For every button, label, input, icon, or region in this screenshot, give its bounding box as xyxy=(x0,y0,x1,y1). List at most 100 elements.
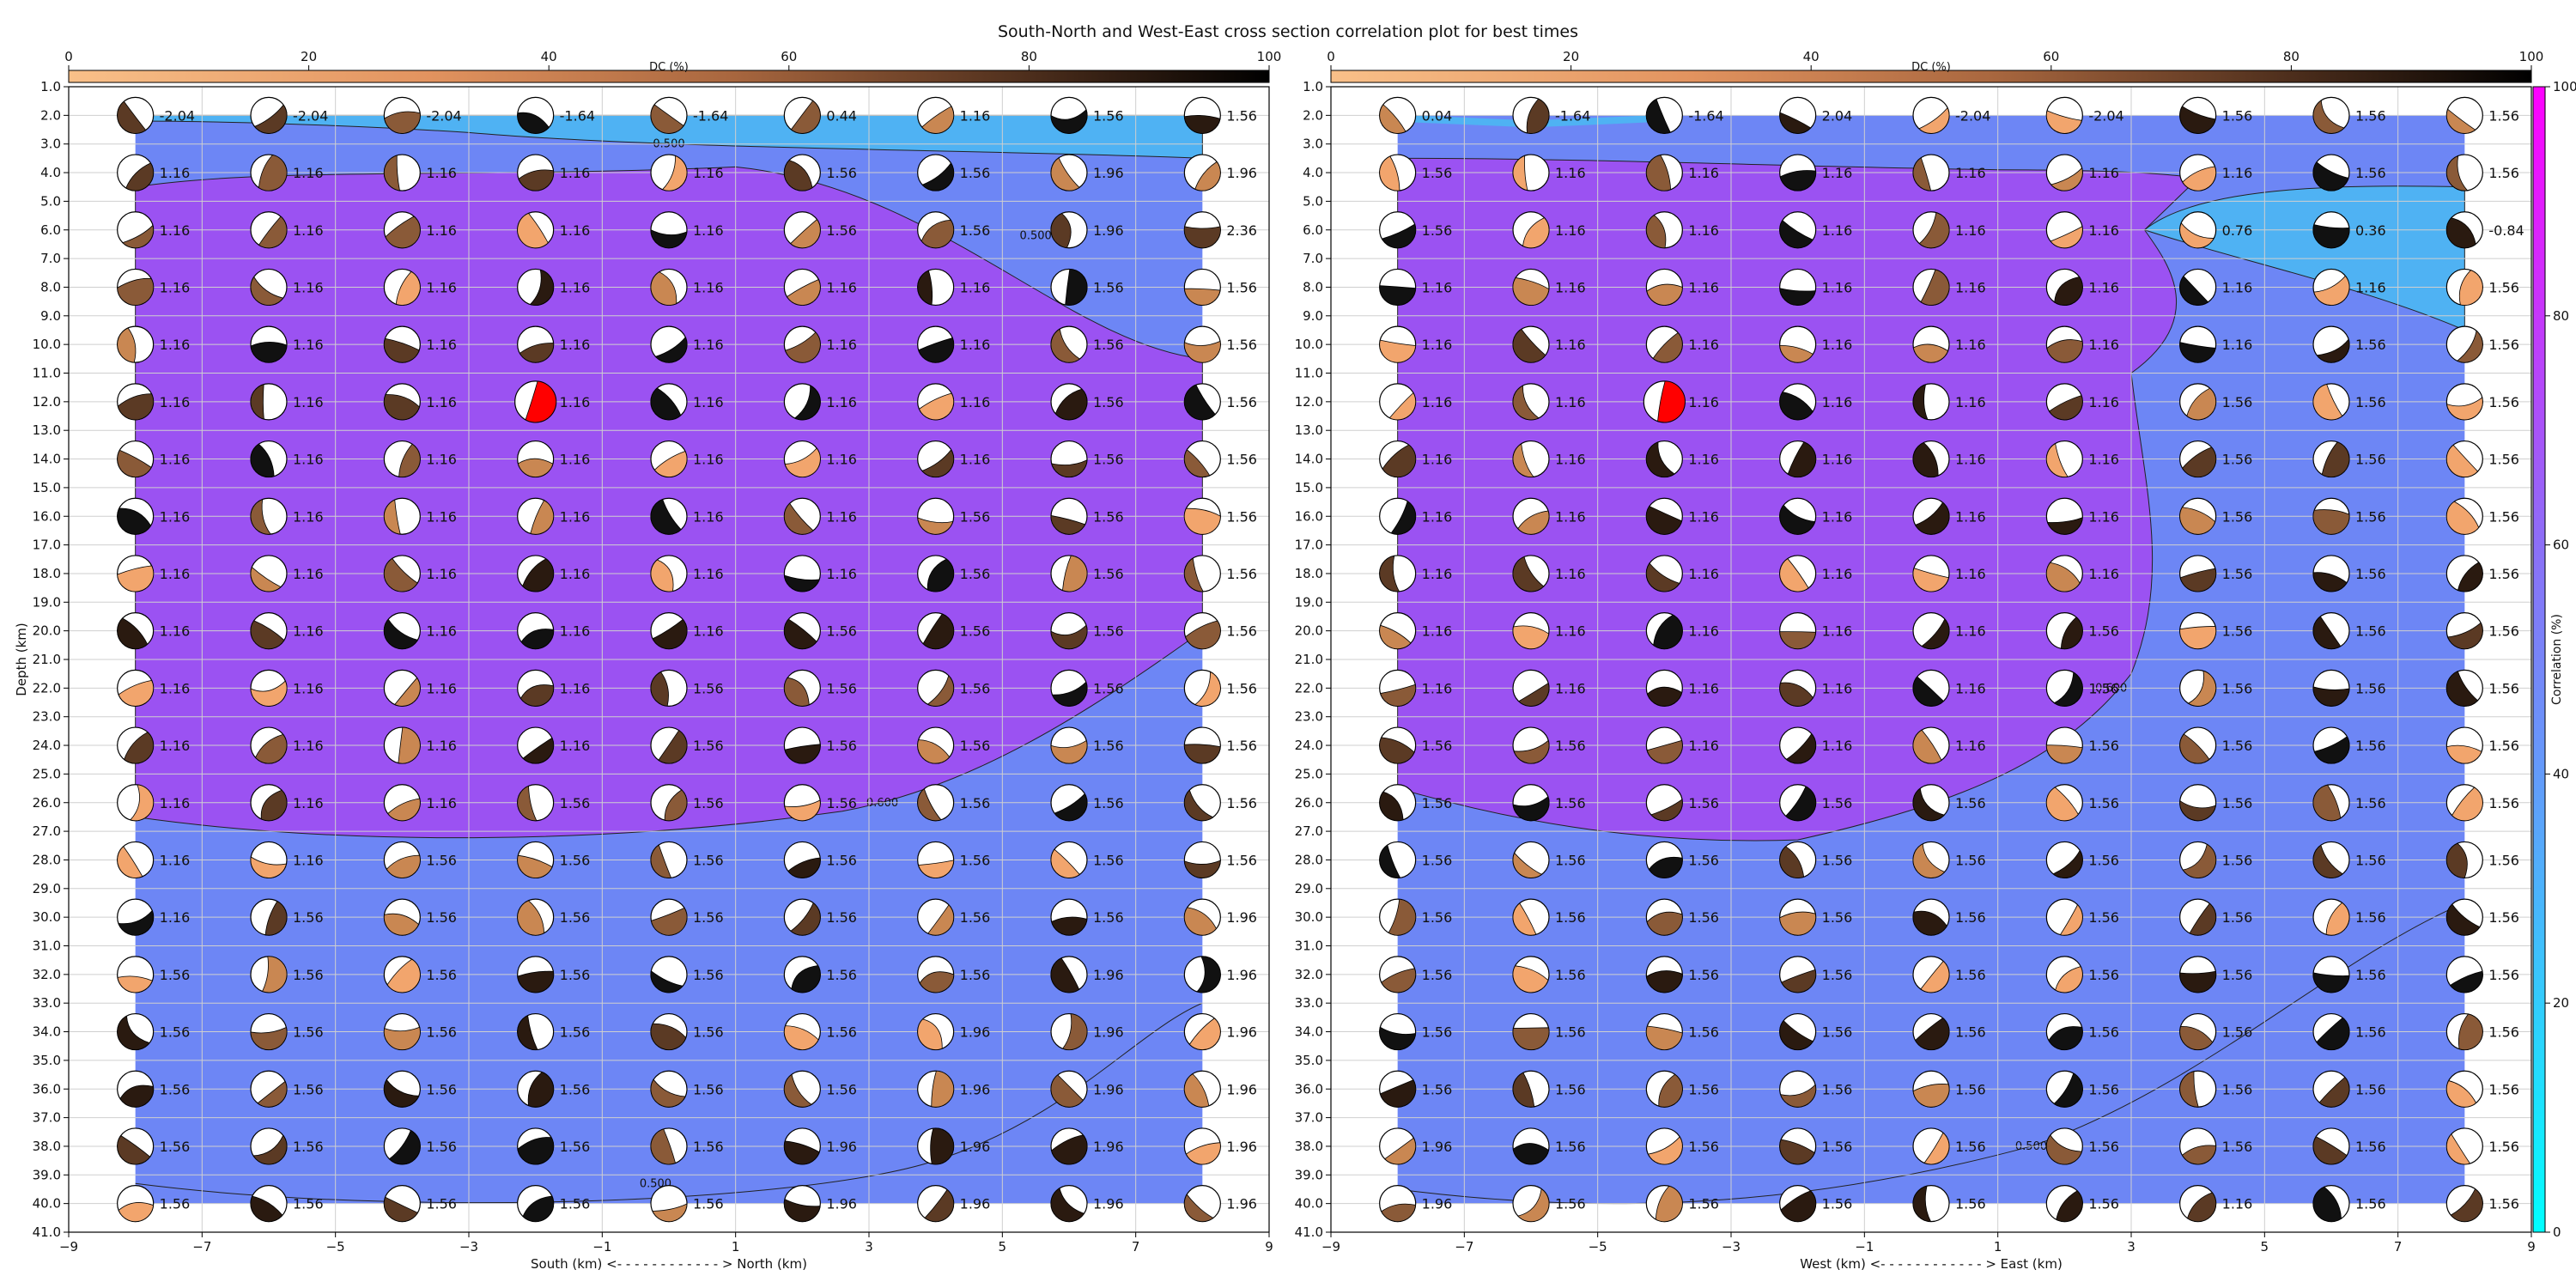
beachball: 1.56 xyxy=(2445,1127,2519,1165)
y-tick-label: 21.0 xyxy=(1295,652,1323,667)
beachball-compression-quadrant xyxy=(2179,222,2215,249)
time-label: -2.04 xyxy=(160,107,195,124)
beachball: -2.04 xyxy=(383,96,462,134)
beachball: 1.16 xyxy=(383,669,457,707)
beachball-compression-quadrant xyxy=(260,789,288,822)
time-label: 1.56 xyxy=(1226,107,1257,124)
time-label: 1.56 xyxy=(1422,738,1453,754)
time-label: 1.56 xyxy=(2488,1196,2519,1212)
time-label: 1.56 xyxy=(160,1081,191,1097)
beachball-compression-quadrant xyxy=(1779,170,1816,191)
beachball-compression-quadrant xyxy=(2181,1145,2217,1165)
beachball-compression-quadrant xyxy=(1185,620,1221,650)
beachball: 1.56 xyxy=(1183,841,1257,879)
beachball-compression-quadrant xyxy=(1054,388,1088,421)
time-label: 1.16 xyxy=(1688,394,1719,410)
time-label: 1.56 xyxy=(1093,909,1124,926)
time-label: 1.16 xyxy=(1688,508,1719,525)
time-label: 1.56 xyxy=(2355,909,2386,926)
y-tick-label: 8.0 xyxy=(40,279,61,295)
beachball-compression-quadrant xyxy=(1379,737,1415,764)
beachball-compression-quadrant xyxy=(1379,1079,1417,1108)
beachball: 1.16 xyxy=(1912,726,1986,764)
beachball: 1.16 xyxy=(1779,726,1853,764)
beachball: 1.56 xyxy=(2045,1185,2119,1223)
beachball-compression-quadrant xyxy=(117,1015,150,1050)
beachball: 1.16 xyxy=(1512,383,1586,421)
beachball-compression-quadrant xyxy=(1912,910,1947,936)
time-label: 1.56 xyxy=(2222,795,2253,811)
beachball-compression-quadrant xyxy=(790,218,821,249)
beachball: 1.16 xyxy=(1645,669,1719,707)
time-label: 1.96 xyxy=(960,1139,991,1155)
beachball: 1.16 xyxy=(1912,497,1986,535)
time-label: 1.16 xyxy=(1822,738,1853,754)
time-label: 1.56 xyxy=(2222,738,2253,754)
time-label: 1.56 xyxy=(2088,1139,2119,1155)
beachball: 1.56 xyxy=(1779,1070,1852,1108)
time-label: 1.96 xyxy=(1093,165,1124,181)
y-tick-label: 34.0 xyxy=(33,1024,61,1040)
y-ticks: 1.0 2.0 3.0 4.0 5.0 6.0 7.0 8.0 9.0 10.0 11.0 12.0 1… xyxy=(1295,79,1331,1240)
time-label: 1.16 xyxy=(2088,566,2119,582)
y-tick-label: 30.0 xyxy=(1295,909,1323,925)
beachball-compression-quadrant xyxy=(1658,1073,1683,1108)
beachball: 1.56 xyxy=(517,1070,590,1108)
dc-colorbar: 0 20 40 60 80 100 DC (%) xyxy=(1327,49,2543,83)
beachball-compression-quadrant xyxy=(1780,1084,1817,1108)
time-label: 1.56 xyxy=(2488,394,2519,410)
beachball: 1.96 xyxy=(917,1070,990,1108)
beachball: 1.56 xyxy=(117,1012,190,1051)
beachball-compression-quadrant xyxy=(2458,270,2483,306)
beachball-compression-quadrant xyxy=(117,449,152,477)
y-tick-label: 23.0 xyxy=(1295,709,1323,725)
beachball: 1.56 xyxy=(1183,325,1257,363)
beachball: 1.16 xyxy=(1379,669,1452,707)
beachball: 1.56 xyxy=(2312,325,2386,363)
beachball-compression-quadrant xyxy=(2445,217,2476,249)
beachball: 1.56 xyxy=(1512,726,1586,764)
time-label: 1.16 xyxy=(560,165,591,181)
time-label: 1.56 xyxy=(1955,1196,1986,1212)
beachball: 1.56 xyxy=(383,1185,457,1223)
beachball-compression-quadrant xyxy=(255,733,288,764)
beachball-compression-quadrant xyxy=(2312,686,2350,707)
x-tick-label: 5 xyxy=(2261,1239,2269,1255)
x-tick-label: 7 xyxy=(1132,1239,1140,1255)
beachball: 1.56 xyxy=(1912,1012,1986,1051)
beachball-compression-quadrant xyxy=(262,956,288,993)
beachball-compression-quadrant xyxy=(2179,342,2216,363)
time-label: 1.16 xyxy=(693,279,724,295)
beachball-compression-quadrant xyxy=(783,1025,819,1050)
time-label: 1.56 xyxy=(1688,1196,1719,1212)
beachball-compression-quadrant xyxy=(2179,507,2216,535)
beachball-compression-quadrant xyxy=(1912,676,1945,707)
beachball: -2.04 xyxy=(117,96,195,134)
beachball-compression-quadrant xyxy=(1380,683,1417,707)
beachball: 1.16 xyxy=(517,440,590,478)
beachball-compression-quadrant xyxy=(927,675,955,707)
time-label: 1.16 xyxy=(426,279,457,295)
beachball-compression-quadrant xyxy=(383,1026,421,1050)
beachball-compression-quadrant xyxy=(250,566,282,592)
y-tick-label: 1.0 xyxy=(1303,79,1323,94)
time-label: 1.16 xyxy=(560,623,591,640)
time-label: 1.56 xyxy=(1688,1024,1719,1041)
beachball-compression-quadrant xyxy=(2312,972,2350,993)
beachball: 1.56 xyxy=(1512,1070,1586,1108)
y-tick-label: 31.0 xyxy=(33,939,61,954)
beachball-compression-quadrant xyxy=(1050,213,1072,249)
beachball: 1.56 xyxy=(650,1012,724,1051)
beachball-compression-quadrant xyxy=(650,970,683,993)
beachball-compression-quadrant xyxy=(2187,1192,2217,1222)
beachball: 1.56 xyxy=(383,956,457,993)
beachball: 1.56 xyxy=(650,1127,724,1165)
beachball-compression-quadrant xyxy=(927,558,955,592)
beachball: 1.56 xyxy=(783,669,857,707)
beachball: 1.16 xyxy=(650,268,724,307)
beachball: 1.56 xyxy=(2445,956,2519,993)
y-tick-label: 40.0 xyxy=(1295,1196,1323,1212)
beachball-compression-quadrant xyxy=(517,458,554,477)
beachball-compression-quadrant xyxy=(652,618,688,650)
